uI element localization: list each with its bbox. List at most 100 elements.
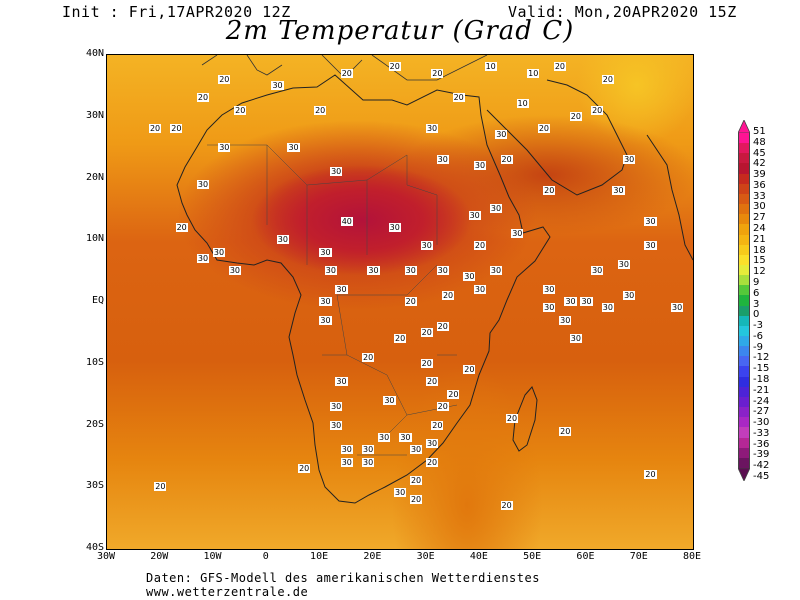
temperature-value-label: 30: [367, 266, 380, 276]
temperature-value-label: 30: [591, 266, 604, 276]
colorbar-label: -30: [753, 417, 770, 429]
country-borders: [207, 144, 458, 456]
lat-tick-label: 20S: [85, 418, 104, 430]
temperature-value-label: 30: [319, 247, 332, 257]
colorbar-segment: [739, 234, 749, 246]
temperature-map: 20 30 20 20 20 10 10 20 20 20 20 20 20 10 20 20 20 20 30 30…: [106, 54, 694, 550]
temperature-value-label: 30: [271, 80, 284, 90]
colorbar-segment: [739, 437, 749, 449]
temperature-value-label: 30: [196, 253, 210, 263]
lon-tick-label: 40E: [469, 551, 488, 562]
valid-time: Valid: Mon,20APR2020 15Z: [508, 3, 737, 21]
temperature-value-label: 20: [404, 297, 417, 306]
temperature-value-label: 30: [335, 284, 348, 294]
temperature-value-label: 20: [298, 463, 311, 473]
colorbar-segment: [739, 366, 749, 378]
temperature-value-label: 20: [388, 62, 401, 72]
temperature-value-label: 20: [409, 476, 423, 486]
temperature-value-label: 20: [473, 241, 487, 251]
temperature-value-label: 20: [218, 74, 231, 84]
lon-tick-label: 70E: [629, 551, 648, 562]
temperature-value-label: 20: [431, 420, 444, 430]
temperature-value-label: 20: [537, 124, 551, 134]
temperature-value-label: 20: [500, 154, 513, 164]
colorbar-segment: [739, 305, 749, 317]
temperature-value-label: 20: [441, 290, 455, 300]
temperature-value-label: 30: [330, 420, 343, 430]
lon-tick-label: 10W: [203, 551, 222, 562]
temperature-value-label: 30: [383, 395, 396, 405]
temperature-value-label: 20: [644, 469, 657, 479]
temperature-value-label: 20: [559, 426, 572, 436]
temperature-value-label: 20: [505, 414, 519, 424]
temperature-value-label: 30: [559, 315, 572, 325]
lon-tick-label: 10E: [310, 551, 329, 562]
temperature-value-label: 20: [591, 105, 604, 115]
temperature-value-label: 20: [154, 482, 167, 492]
colorbar-segment: [739, 183, 749, 195]
colorbar-segment: [739, 204, 749, 215]
temperature-value-label: 30: [425, 439, 439, 449]
colorbar-segment: [739, 376, 749, 388]
lat-tick-label: 40S: [85, 542, 104, 553]
temperature-value-label: 30: [340, 457, 353, 467]
colorbar-label: 36: [753, 179, 766, 191]
colorbar-bottom-arrow: [738, 468, 750, 481]
lon-tick-label: 0: [262, 551, 269, 562]
temperature-value-label: 30: [436, 266, 449, 276]
colorbar-segment: [739, 173, 749, 185]
temperature-value-label: 30: [569, 334, 582, 344]
temperature-value-label: 30: [362, 457, 375, 467]
temperature-value-label: 20: [420, 327, 433, 337]
colorbar-label: 3: [753, 298, 760, 310]
temperature-value-label: 30: [319, 297, 332, 306]
europe-coast: [201, 55, 488, 81]
temperature-value-label: 30: [228, 266, 242, 276]
temperature-value-label: 30: [378, 432, 391, 442]
colorbar-label: -3: [753, 320, 763, 332]
africa-coastline: [176, 55, 693, 504]
colorbar-label: 39: [753, 169, 766, 181]
temperature-value-label: 20: [553, 62, 566, 72]
colorbar-label: 30: [753, 201, 766, 213]
lat-tick-label: 30S: [85, 480, 104, 492]
colorbar-label: -45: [753, 471, 770, 482]
data-source: Daten: GFS-Modell des amerikanischen Wet…: [146, 571, 540, 599]
colorbar-segment: [739, 133, 749, 144]
lon-tick-label: 80E: [682, 551, 702, 562]
arabia-outline: [486, 79, 628, 196]
lat-tick-label: 30N: [85, 109, 104, 121]
colorbar-segment: [739, 325, 749, 337]
colorbar-label: -21: [753, 384, 770, 396]
temperature-value-label: 30: [319, 315, 332, 325]
colorbar-segment: [739, 407, 749, 418]
temperature-value-label: 30: [580, 297, 593, 306]
colorbar-segment: [739, 447, 749, 459]
temperature-value-label: 20: [425, 457, 439, 467]
temperature-value-label: 30: [468, 210, 481, 220]
colorbar-segment: [739, 214, 749, 225]
colorbar-label: -12: [753, 352, 770, 364]
colorbar-segment: [739, 336, 749, 347]
temperature-value-label: 30: [330, 167, 343, 177]
colorbar-label: 45: [753, 147, 766, 159]
temperature-value-label: 20: [394, 334, 407, 344]
colorbar-segment: [739, 356, 749, 367]
temperature-value-label: 20: [436, 401, 449, 411]
temperature-value-label: 20: [447, 389, 460, 399]
colorbar-label: 33: [753, 190, 766, 202]
temperature-value-label: 10: [484, 62, 497, 72]
colorbar-label: 24: [753, 223, 766, 235]
temperature-value-label: 30: [388, 222, 401, 232]
temperature-value-label: 30: [601, 303, 614, 313]
temperature-value-label: 30: [495, 130, 508, 140]
temperature-value-label: 30: [612, 185, 625, 195]
colorbar-label: -9: [753, 341, 763, 353]
colorbar-label: -15: [753, 363, 770, 375]
temperature-value-label: 20: [420, 358, 433, 368]
lat-tick-label: 10N: [85, 233, 104, 245]
colorbar-label: 21: [753, 233, 766, 245]
temperature-value-label: 30: [212, 247, 226, 257]
temperature-value-label: 20: [463, 364, 476, 374]
temperature-value-label: 30: [489, 266, 503, 276]
